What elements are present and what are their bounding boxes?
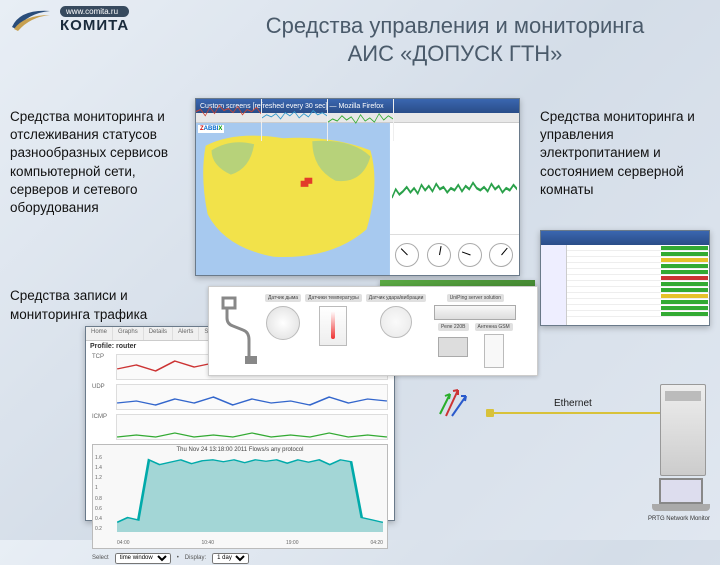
- ethernet-line-icon: [490, 412, 670, 414]
- select-timewindow[interactable]: time window: [115, 553, 171, 564]
- y-axis: 1.61.41.210.80.60.40.2: [95, 455, 115, 532]
- brand-url: www.comita.ru: [60, 6, 129, 17]
- select-display[interactable]: 1 day: [212, 553, 249, 564]
- temp-sensor-icon: [319, 306, 347, 346]
- traffic-footer: Select time window • Display: 1 day: [86, 551, 394, 565]
- tab[interactable]: Graphs: [113, 327, 144, 340]
- smoke-sensor: Датчик дыма: [265, 294, 301, 368]
- window-titlebar[interactable]: [541, 231, 709, 245]
- mini-chart: [262, 99, 328, 141]
- select-label: Select: [92, 555, 109, 561]
- vibration-sensor: Датчик удара/вибрации: [366, 294, 427, 368]
- title-line1: Средства управления и мониторинга: [200, 12, 710, 40]
- x-axis: 04:0010:4019:0004:20: [117, 540, 383, 546]
- display-label: Display:: [185, 555, 206, 561]
- gauge-row: [390, 235, 519, 275]
- laptop-label: PRTG Network Monitor: [646, 516, 712, 522]
- right-text: Средства мониторинга и управления электр…: [540, 108, 710, 199]
- mini-chart: [328, 99, 394, 141]
- gauge-icon: [489, 243, 513, 267]
- tab[interactable]: Details: [144, 327, 173, 340]
- usb-cable-icon: [213, 296, 261, 366]
- laptop-icon: [652, 478, 710, 514]
- europe-map[interactable]: ZABBIX: [196, 123, 390, 275]
- mini-chart: [196, 99, 262, 141]
- proto-label: UDP: [92, 384, 112, 410]
- traffic-main-title: Thu Nov 24 13:18:00 2011 Flows/s any pro…: [177, 447, 304, 453]
- table-row[interactable]: [567, 311, 709, 317]
- right-column: Средства мониторинга и управления электр…: [540, 108, 710, 199]
- brand-name: КОМИТА: [60, 17, 129, 34]
- gauge-icon: [395, 243, 419, 267]
- proto-label: TCP: [92, 354, 112, 380]
- zabbix-top-chart: [390, 123, 519, 235]
- vibration-sensor-icon: [380, 306, 412, 338]
- left-column: Средства мониторинга и отслеживания стат…: [10, 108, 188, 324]
- temp-sensor: Датчики температуры: [305, 294, 362, 368]
- hardware-strip: Датчик дыма Датчики температуры Датчик у…: [208, 286, 538, 376]
- brand-header: www.comita.ru КОМИТА: [10, 6, 129, 34]
- uniping-device: UniPing server solution Реле 220В Антенн…: [430, 294, 520, 368]
- proto-label: ICMP: [92, 414, 112, 440]
- left-text-1: Средства мониторинга и отслеживания стат…: [10, 108, 188, 217]
- relay-icon: [438, 337, 468, 357]
- apc-table: [567, 245, 709, 325]
- gauge-icon: [458, 243, 482, 267]
- apc-sidebar[interactable]: [541, 245, 567, 325]
- apc-window: [540, 230, 710, 326]
- logo-icon: [10, 7, 52, 33]
- traffic-main-chart: Thu Nov 24 13:18:00 2011 Flows/s any pro…: [92, 444, 388, 549]
- tab[interactable]: Home: [86, 327, 113, 340]
- title-line2: АИС «ДОПУСК ГТН»: [200, 40, 710, 68]
- slide-title: Средства управления и мониторинга АИС «Д…: [200, 12, 710, 67]
- server-tower-icon: [660, 384, 706, 476]
- uniping-box-icon: [434, 305, 516, 320]
- gsm-antenna-icon: [484, 334, 504, 368]
- network-diagram: Ethernet PRTG Network Monitor: [400, 380, 710, 520]
- tab[interactable]: Alerts: [173, 327, 199, 340]
- ethernet-label: Ethernet: [554, 398, 592, 409]
- left-text-2: Средства записи и мониторинга трафика: [10, 287, 188, 323]
- smoke-sensor-icon: [266, 306, 300, 340]
- zabbix-mini-row: [195, 98, 395, 142]
- gauge-icon: [427, 243, 451, 267]
